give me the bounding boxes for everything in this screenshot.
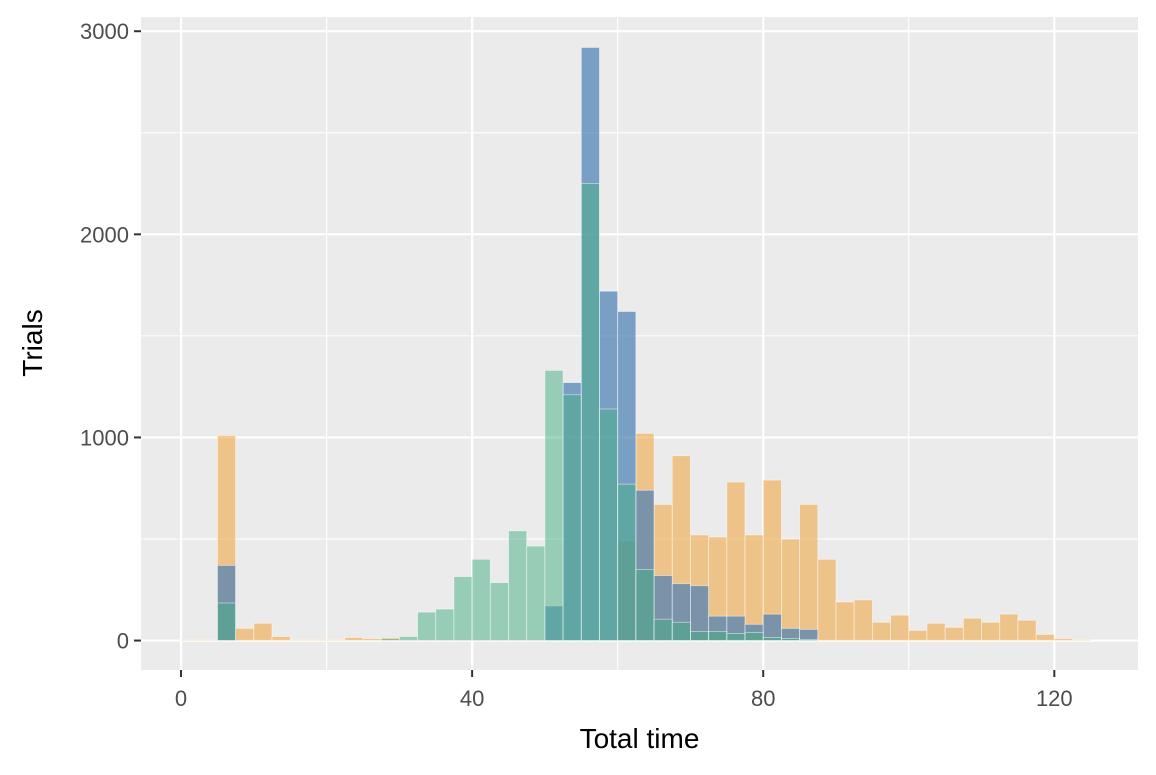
x-tick-label: 80 bbox=[751, 686, 775, 711]
histogram-bar bbox=[1035, 634, 1055, 641]
histogram-bar bbox=[508, 530, 528, 641]
histogram-bar bbox=[635, 569, 655, 641]
histogram-bar bbox=[744, 632, 764, 641]
x-axis-title: Total time bbox=[580, 723, 700, 754]
histogram-bar bbox=[708, 631, 728, 641]
histogram-bar bbox=[198, 639, 218, 641]
histogram-bar bbox=[762, 613, 782, 641]
histogram-bar bbox=[781, 638, 801, 641]
y-tick-label: 3000 bbox=[80, 19, 129, 44]
histogram-bar bbox=[180, 639, 200, 641]
x-tick-label: 40 bbox=[460, 686, 484, 711]
histogram-bars bbox=[180, 47, 1092, 641]
histogram-bar bbox=[489, 582, 509, 641]
y-tick-label: 2000 bbox=[80, 222, 129, 247]
y-axis-title: Trials bbox=[17, 309, 48, 376]
histogram-bar bbox=[726, 633, 746, 641]
histogram-bar bbox=[526, 545, 546, 641]
histogram-bar bbox=[908, 629, 928, 641]
histogram-bar bbox=[289, 639, 309, 641]
histogram-bar bbox=[599, 408, 619, 641]
histogram-bar bbox=[471, 558, 491, 641]
y-tick-label: 0 bbox=[117, 629, 129, 654]
histogram-bar bbox=[380, 638, 400, 641]
histogram-bar bbox=[890, 614, 910, 641]
y-tick-label: 1000 bbox=[80, 425, 129, 450]
histogram-bar bbox=[217, 602, 237, 641]
histogram-bar bbox=[326, 639, 346, 641]
histogram-bar bbox=[435, 608, 455, 641]
axes: 0 1000 2000 3000 0 40 80 120 bbox=[80, 19, 1073, 711]
series-3-bars bbox=[217, 183, 819, 641]
histogram-bar bbox=[580, 183, 600, 641]
histogram-bar bbox=[417, 611, 437, 641]
histogram-bar bbox=[1072, 639, 1092, 641]
histogram-bar bbox=[871, 621, 891, 641]
histogram-bar bbox=[799, 639, 819, 641]
histogram-bar bbox=[799, 628, 819, 641]
histogram-bar bbox=[944, 626, 964, 641]
histogram-bar bbox=[781, 538, 801, 641]
histogram-bar bbox=[253, 622, 273, 641]
histogram-bar bbox=[544, 370, 564, 641]
histogram-bar bbox=[853, 599, 873, 641]
histogram-bar bbox=[671, 621, 691, 641]
histogram-bar bbox=[398, 636, 418, 641]
histogram-bar bbox=[926, 622, 946, 641]
x-tick-label: 0 bbox=[175, 686, 187, 711]
histogram-bar bbox=[962, 617, 982, 641]
histogram-bar bbox=[799, 504, 819, 641]
histogram-bar bbox=[362, 638, 382, 641]
histogram-bar bbox=[690, 631, 710, 641]
histogram-bar bbox=[1017, 619, 1037, 641]
histogram-bar bbox=[762, 637, 782, 641]
histogram-bar bbox=[999, 613, 1019, 641]
histogram-bar bbox=[817, 558, 837, 641]
histogram-bar bbox=[271, 636, 291, 641]
histogram-bar bbox=[453, 576, 473, 641]
histogram-bar bbox=[344, 637, 364, 641]
histogram-bar bbox=[835, 601, 855, 641]
histogram-bar bbox=[307, 639, 327, 641]
histogram-bar bbox=[653, 618, 673, 641]
x-tick-label: 120 bbox=[1036, 686, 1073, 711]
histogram-bar bbox=[617, 483, 637, 641]
histogram-bar bbox=[981, 621, 1001, 641]
histogram-bar bbox=[562, 394, 582, 641]
histogram-bar bbox=[1053, 638, 1073, 641]
histogram-bar bbox=[235, 627, 255, 641]
